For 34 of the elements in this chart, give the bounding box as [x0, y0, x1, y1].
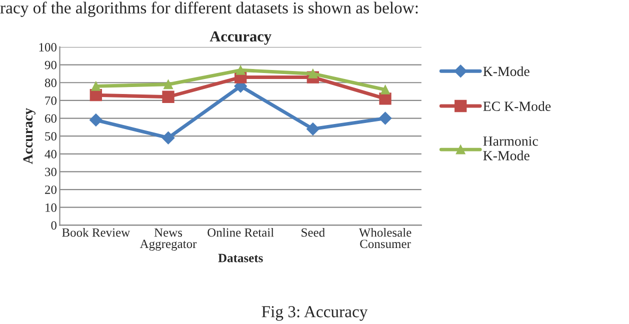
- legend-label: Harmonic K-Mode: [483, 136, 538, 160]
- legend-label: K-Mode: [483, 66, 530, 76]
- chart-title: Accuracy: [210, 31, 272, 45]
- point: [308, 69, 318, 78]
- y-tick-label: 0: [51, 221, 56, 230]
- y-tick-label: 60: [45, 114, 56, 123]
- caption: Fig 3: Accuracy: [262, 306, 368, 321]
- point: [378, 112, 392, 125]
- y-tick-label: 20: [45, 186, 56, 194]
- y-tick-label: 10: [46, 203, 56, 212]
- point: [380, 85, 390, 94]
- y-tick-label: 80: [44, 78, 56, 88]
- point: [236, 65, 246, 75]
- legend-label: EC K-Mode: [483, 101, 551, 111]
- point: [91, 81, 101, 91]
- x-tick-label: News Aggregator: [140, 228, 197, 251]
- x-axis-title: Datasets: [218, 254, 263, 262]
- y-tick-label: 50: [45, 132, 56, 141]
- point: [164, 80, 173, 90]
- y-tick-label: 30: [45, 168, 56, 176]
- x-tick-label: Online Retail: [208, 228, 274, 237]
- y-tick-label: 100: [39, 43, 56, 52]
- x-tick-label: Wholesale Consumer: [358, 228, 412, 248]
- point: [162, 131, 175, 144]
- y-tick-label: 70: [45, 96, 56, 105]
- y-tick-label: 40: [44, 150, 56, 158]
- text: racy of the algorithms for different datasets is shown as below:: [0, 2, 418, 17]
- y-tick-label: 90: [44, 60, 56, 70]
- point: [306, 122, 320, 136]
- x-tick-label: Book Review: [62, 228, 130, 237]
- point: [90, 114, 102, 126]
- point: [162, 90, 174, 103]
- x-tick-label: Seed: [302, 228, 325, 237]
- y-axis-title: Accuracy: [23, 108, 36, 164]
